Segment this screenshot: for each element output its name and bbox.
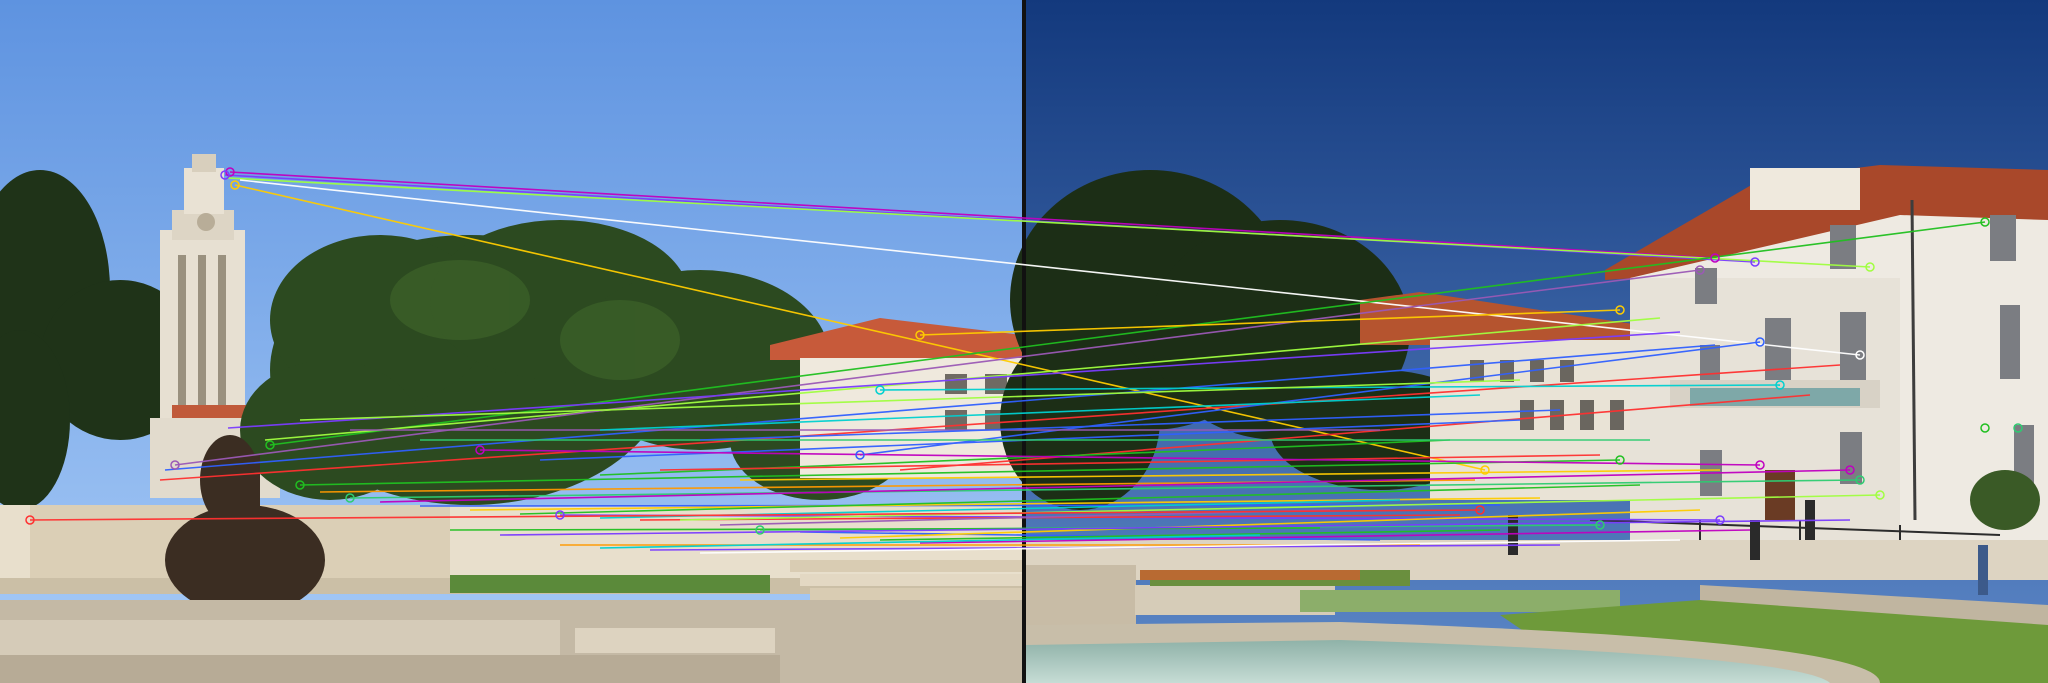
fountain-sculpture <box>165 435 325 615</box>
right-view <box>1000 0 2048 683</box>
left-stairs <box>790 560 1022 600</box>
view-divider <box>1022 0 1026 683</box>
right-mid-building <box>1360 292 1640 500</box>
left-hedge <box>450 575 770 593</box>
right-fountain-water <box>1026 640 1830 683</box>
feature-points <box>25 167 2023 535</box>
left-view <box>0 0 1022 683</box>
right-main-building <box>1605 165 2048 560</box>
right-small-tree <box>1970 470 2040 530</box>
feature-match-lines <box>29 171 1986 554</box>
